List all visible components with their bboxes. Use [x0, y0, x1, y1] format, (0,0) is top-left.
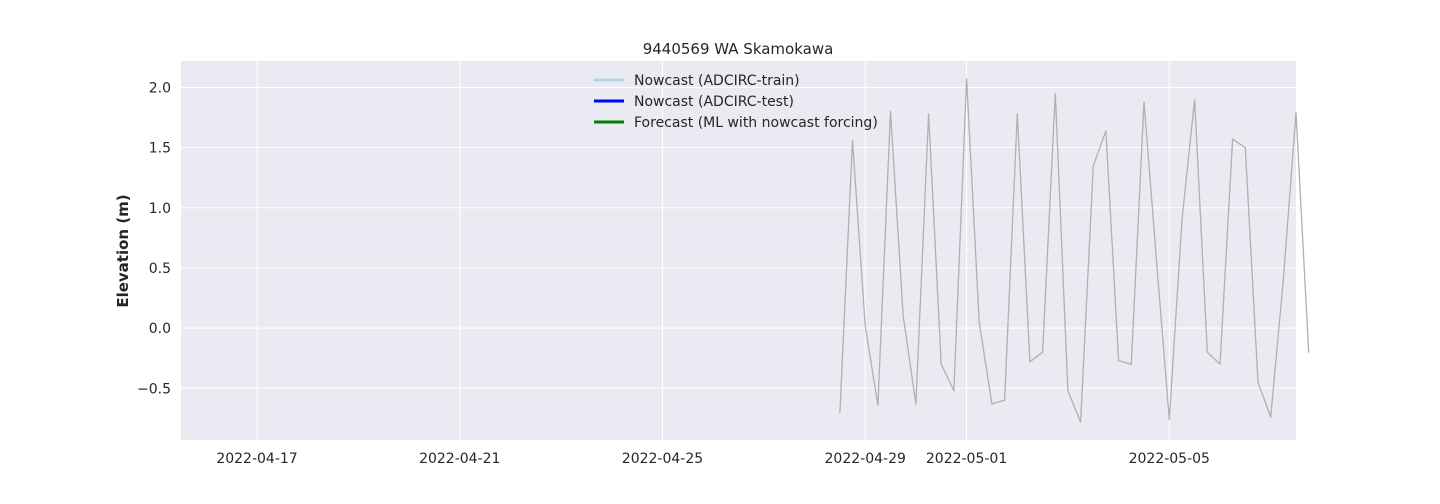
x-tick-label: 2022-05-05	[1129, 451, 1210, 467]
x-axis: 2022-04-17 2022-04-21 2022-04-25 2022-04-29…	[216, 451, 1210, 467]
legend-label: Nowcast (ADCIRC-train)	[634, 73, 800, 89]
chart-title: 9440569 WA Skamokawa	[643, 40, 834, 58]
y-tick-label: 2.0	[149, 80, 171, 96]
y-tick-label: −0.5	[137, 381, 171, 397]
x-tick-label: 2022-04-25	[622, 451, 703, 467]
plot-area	[181, 61, 1296, 440]
legend-label: Nowcast (ADCIRC-test)	[634, 94, 794, 110]
y-axis-label: Elevation (m)	[114, 194, 132, 307]
y-tick-label: 0.0	[149, 321, 171, 337]
x-tick-label: 2022-04-29	[825, 451, 906, 467]
x-tick-label: 2022-04-17	[216, 451, 297, 467]
legend: Nowcast (ADCIRC-train) Nowcast (ADCIRC-te…	[594, 73, 878, 131]
legend-label: Forecast (ML with nowcast forcing)	[634, 115, 878, 131]
y-axis: −0.5 0.0 0.5 1.0 1.5 2.0	[137, 80, 171, 397]
x-tick-label: 2022-04-21	[419, 451, 500, 467]
series-layer	[839, 78, 1310, 423]
x-tick-label: 2022-05-01	[926, 451, 1007, 467]
series-line-observed	[839, 78, 1310, 423]
y-tick-label: 1.0	[149, 201, 171, 217]
y-tick-label: 1.5	[149, 141, 171, 157]
y-tick-label: 0.5	[149, 261, 171, 277]
